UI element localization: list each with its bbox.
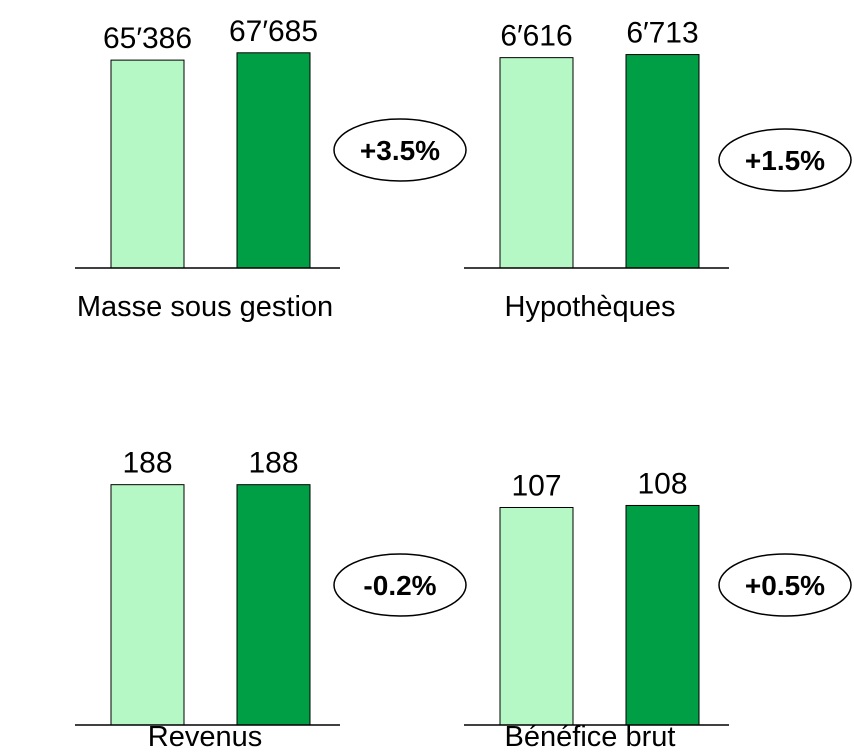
bar: [625, 54, 700, 269]
bar: [110, 59, 185, 269]
value-label: 6′616: [500, 20, 572, 53]
bar: [625, 504, 700, 726]
value-label: 108: [637, 467, 687, 500]
change-ellipse: [718, 553, 852, 617]
change-ellipse: [718, 128, 852, 192]
change-label: +3.5%: [360, 135, 440, 166]
value-label: 65′386: [103, 22, 192, 55]
bar: [499, 506, 574, 726]
value-label: 67′685: [229, 15, 318, 48]
value-label: 188: [122, 447, 172, 480]
bar: [110, 484, 185, 726]
change-ellipse: [333, 553, 467, 617]
value-label: 107: [511, 469, 561, 502]
bar: [499, 57, 574, 269]
value-label: 6′713: [626, 17, 698, 50]
bar: [236, 52, 311, 269]
change-label: +1.5%: [745, 145, 825, 176]
category-label: Masse sous gestion: [77, 291, 333, 323]
bar: [236, 484, 311, 726]
category-label: Bénéfice brut: [505, 721, 676, 753]
category-label: Hypothèques: [505, 291, 676, 323]
change-label: -0.2%: [363, 570, 436, 601]
change-label: +0.5%: [745, 570, 825, 601]
category-label: Revenus: [148, 721, 262, 753]
value-label: 188: [248, 447, 298, 480]
change-ellipse: [333, 118, 467, 182]
